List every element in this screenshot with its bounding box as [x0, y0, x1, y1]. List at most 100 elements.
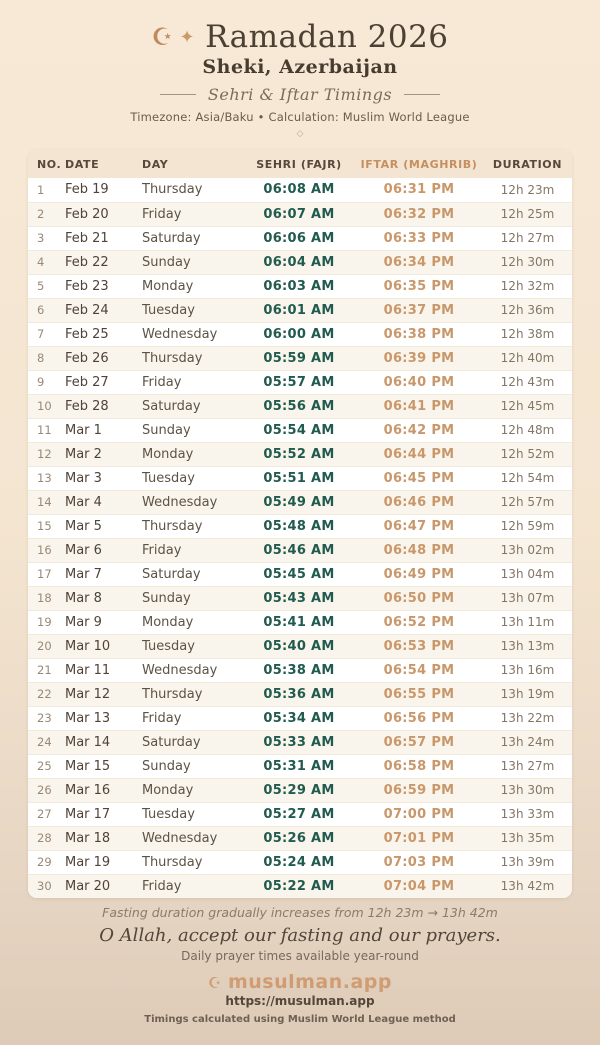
date-cell: Mar 8 [65, 590, 102, 606]
no-cell: 20 [37, 639, 52, 653]
duration-cell: 12h 23m [500, 182, 555, 197]
sehri-cell: 05:51 AM [263, 470, 335, 486]
sehri-cell: 06:06 AM [263, 230, 335, 246]
duration-cell: 13h 07m [500, 591, 555, 605]
day-cell: Friday [142, 710, 182, 726]
duration-note: Fasting duration gradually increases fro… [102, 905, 498, 920]
iftar-cell: 06:37 PM [383, 302, 455, 318]
table-row: 23 Mar 13 Friday 05:34 AM 06:56 PM 13h 22m [28, 706, 572, 730]
duration-cell: 12h 32m [500, 279, 555, 293]
no-cell: 26 [37, 783, 52, 797]
duration-cell: 13h 13m [500, 639, 555, 653]
day-cell: Sunday [142, 254, 191, 270]
duration-cell: 12h 59m [500, 519, 555, 533]
day-cell: Friday [142, 206, 182, 222]
duration-cell: 13h 24m [500, 735, 555, 749]
iftar-cell: 06:38 PM [383, 326, 455, 342]
diamond-ornament-icon: ◇ [296, 129, 304, 139]
iftar-cell: 06:48 PM [383, 542, 455, 558]
day-cell: Wednesday [142, 662, 218, 678]
duration-cell: 12h 45m [500, 399, 555, 413]
date-cell: Mar 2 [65, 446, 102, 462]
iftar-cell: 07:01 PM [383, 830, 455, 846]
no-cell: 27 [37, 807, 52, 821]
day-cell: Tuesday [142, 638, 195, 654]
sehri-cell: 05:57 AM [263, 374, 335, 390]
sehri-cell: 05:46 AM [263, 542, 335, 558]
col-header-date: DATE [65, 150, 142, 178]
brand-url: https://musulman.app [225, 994, 375, 1008]
no-cell: 9 [37, 375, 45, 389]
table-row: 3 Feb 21 Saturday 06:06 AM 06:33 PM 12h 27m [28, 226, 572, 250]
table-row: 21 Mar 11 Wednesday 05:38 AM 06:54 PM 13h 16m [28, 658, 572, 682]
date-cell: Feb 25 [65, 326, 109, 342]
day-cell: Sunday [142, 422, 191, 438]
day-cell: Monday [142, 446, 194, 462]
iftar-cell: 06:34 PM [383, 254, 455, 270]
sehri-cell: 05:24 AM [263, 854, 335, 870]
duration-cell: 13h 11m [500, 615, 555, 629]
iftar-cell: 06:47 PM [383, 518, 455, 534]
table-row: 5 Feb 23 Monday 06:03 AM 06:35 PM 12h 32m [28, 274, 572, 298]
iftar-cell: 06:54 PM [383, 662, 455, 678]
iftar-cell: 06:32 PM [383, 206, 455, 222]
date-cell: Mar 9 [65, 614, 102, 630]
date-cell: Mar 13 [65, 710, 111, 726]
duration-cell: 13h 27m [500, 759, 555, 773]
brand-crescent-icon: ☪ [207, 974, 222, 992]
table-header: NO. DATE DAY SEHRI (FAJR) IFTAR (MAGHRIB… [28, 150, 572, 178]
sehri-cell: 05:59 AM [263, 350, 335, 366]
day-cell: Tuesday [142, 470, 195, 486]
iftar-cell: 06:45 PM [383, 470, 455, 486]
date-cell: Mar 12 [65, 686, 111, 702]
day-cell: Friday [142, 542, 182, 558]
duration-cell: 12h 43m [500, 375, 555, 389]
no-cell: 24 [37, 735, 52, 749]
no-cell: 11 [37, 423, 52, 437]
location-subtitle: Sheki, Azerbaijan [202, 56, 398, 78]
day-cell: Wednesday [142, 830, 218, 846]
col-header-no: NO. [28, 150, 65, 178]
sehri-cell: 05:36 AM [263, 686, 335, 702]
date-cell: Mar 17 [65, 806, 111, 822]
page-footer: Fasting duration gradually increases fro… [0, 905, 600, 1026]
table-row: 9 Feb 27 Friday 05:57 AM 06:40 PM 12h 43m [28, 370, 572, 394]
table-row: 8 Feb 26 Thursday 05:59 AM 06:39 PM 12h 40m [28, 346, 572, 370]
table-row: 20 Mar 10 Tuesday 05:40 AM 06:53 PM 13h 13m [28, 634, 572, 658]
iftar-cell: 06:59 PM [383, 782, 455, 798]
date-cell: Mar 14 [65, 734, 111, 750]
table-row: 1 Feb 19 Thursday 06:08 AM 06:31 PM 12h 23m [28, 178, 572, 202]
iftar-cell: 07:03 PM [383, 854, 455, 870]
no-cell: 10 [37, 399, 52, 413]
duration-cell: 13h 02m [500, 543, 555, 557]
date-cell: Feb 26 [65, 350, 109, 366]
table-row: 13 Mar 3 Tuesday 05:51 AM 06:45 PM 12h 54m [28, 466, 572, 490]
iftar-cell: 06:44 PM [383, 446, 455, 462]
sehri-cell: 05:49 AM [263, 494, 335, 510]
sehri-cell: 05:26 AM [263, 830, 335, 846]
no-cell: 29 [37, 855, 52, 869]
no-cell: 17 [37, 567, 52, 581]
duration-cell: 13h 39m [500, 855, 555, 869]
dua-text: O Allah, accept our fasting and our pray… [99, 925, 501, 946]
date-cell: Feb 19 [65, 182, 109, 198]
date-cell: Mar 18 [65, 830, 111, 846]
day-cell: Saturday [142, 566, 201, 582]
availability-text: Daily prayer times available year-round [181, 949, 419, 963]
sehri-cell: 05:31 AM [263, 758, 335, 774]
day-cell: Thursday [142, 182, 203, 198]
calculation-method-note: Timings calculated using Muslim World Le… [144, 1014, 456, 1025]
sehri-cell: 06:07 AM [263, 206, 335, 222]
timezone-calculation-meta: Timezone: Asia/Baku • Calculation: Musli… [130, 110, 470, 124]
day-cell: Tuesday [142, 806, 195, 822]
day-cell: Saturday [142, 398, 201, 414]
iftar-cell: 06:39 PM [383, 350, 455, 366]
date-cell: Mar 19 [65, 854, 111, 870]
iftar-cell: 06:42 PM [383, 422, 455, 438]
duration-cell: 13h 19m [500, 687, 555, 701]
table-row: 17 Mar 7 Saturday 05:45 AM 06:49 PM 13h 04m [28, 562, 572, 586]
iftar-cell: 06:31 PM [383, 182, 455, 198]
no-cell: 23 [37, 711, 52, 725]
day-cell: Monday [142, 782, 194, 798]
table-row: 25 Mar 15 Sunday 05:31 AM 06:58 PM 13h 27m [28, 754, 572, 778]
